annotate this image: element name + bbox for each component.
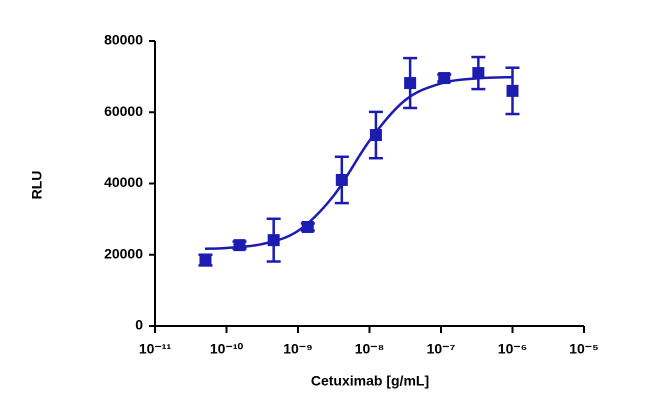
point bbox=[472, 67, 485, 80]
y-tick-label: 60000 bbox=[104, 103, 143, 119]
x-tick-label: 10⁻⁶ bbox=[498, 341, 527, 357]
point bbox=[301, 220, 314, 233]
point bbox=[199, 254, 212, 267]
y-tick-label: 0 bbox=[135, 317, 143, 333]
x-tick-label: 10⁻¹¹ bbox=[139, 341, 172, 357]
x-tick-label: 10⁻⁵ bbox=[569, 341, 599, 357]
point bbox=[233, 239, 246, 252]
y-axis-label: RLU bbox=[29, 171, 45, 200]
x-tick-label: 10⁻¹⁰ bbox=[210, 341, 244, 357]
x-tick-label: 10⁻⁹ bbox=[283, 341, 313, 357]
point bbox=[335, 173, 348, 186]
point bbox=[404, 77, 417, 90]
point bbox=[438, 72, 451, 85]
point bbox=[267, 234, 280, 247]
y-tick-label: 80000 bbox=[104, 32, 143, 48]
point bbox=[369, 129, 382, 142]
fit-curve bbox=[204, 75, 513, 250]
x-tick-label: 10⁻⁷ bbox=[427, 341, 456, 357]
y-tick-label: 20000 bbox=[104, 245, 143, 261]
point bbox=[506, 84, 519, 97]
y-tick-label: 40000 bbox=[104, 174, 143, 190]
x-tick-label: 10⁻⁸ bbox=[355, 341, 385, 357]
x-axis-label: Cetuximab [g/mL] bbox=[311, 373, 429, 389]
